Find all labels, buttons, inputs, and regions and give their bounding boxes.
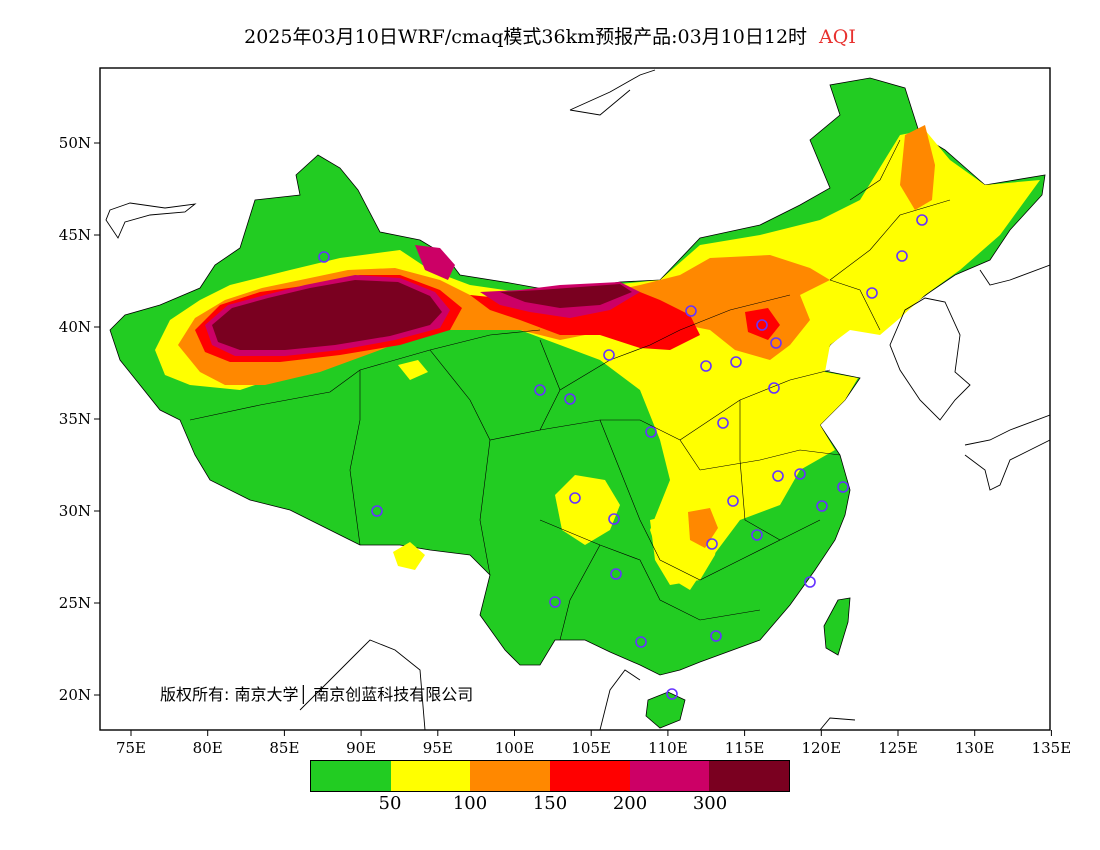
legend-swatch [550,761,630,791]
station-haikou [666,688,678,700]
longitude-axis: 75E 80E 85E 90E 95E 100E 105E 110E 115E 120E 125E 1… [116,730,1071,757]
lat-tick-label: 45N [59,226,91,244]
station-zhengzhou [717,417,729,429]
station-chongqing [608,513,620,525]
station-hohhot [685,305,697,317]
title-text: 2025年03月10日WRF/cmaq模式36km预报产品:03月10日12时 [244,26,808,48]
station-nanning [635,636,647,648]
station-urumqi [318,251,330,263]
unhealthy-zone-beijing [745,308,780,340]
station-jinan [768,382,780,394]
station-guiyang [610,568,622,580]
station-guangzhou [710,630,722,642]
usg-zone-hunan [688,508,718,548]
lon-tick-label: 130E [955,739,995,757]
station-hangzhou [816,500,828,512]
station-wuhan [727,495,739,507]
legend-swatch [629,761,710,791]
map-frame [99,67,1051,731]
taiwan-island [823,597,851,656]
station-changchun [896,250,908,262]
lon-tick-label: 120E [802,739,842,757]
station-hefei [772,470,784,482]
map-content [105,69,1050,730]
station-fuzhou [804,576,816,588]
lon-tick-label: 85E [269,739,299,757]
lat-tick-label: 30N [59,502,91,520]
station-xining [534,384,546,396]
lon-tick-label: 95E [423,739,453,757]
station-tianjin [770,337,782,349]
lon-tick-label: 115E [725,739,765,757]
very-unhealthy-zone-north [415,245,455,280]
usg-zone-northeast [900,125,935,210]
moderate-zone-qinghai [398,360,428,380]
station-beijing [756,319,768,331]
lon-tick-label: 100E [495,739,535,757]
station-shenyang [866,287,878,299]
copyright-notice: 版权所有: 南京大学│ 南京创蓝科技有限公司 [160,685,474,704]
station-harbin [916,214,928,226]
station-kunming [549,596,561,608]
legend-swatch [311,761,391,791]
lon-tick-label: 75E [116,739,146,757]
latitude-axis: 50N 45N 40N 35N 30N 25N 20N [59,134,100,704]
lat-tick-label: 50N [59,134,91,152]
legend-label: 200 [612,793,648,814]
lat-tick-label: 35N [59,410,91,428]
station-nanjing [794,468,806,480]
legend-labels: 50 100 150 200 300 [310,793,790,817]
hazardous-zone-alxa [500,284,632,308]
station-shanghai [837,481,849,493]
hainan-island [645,691,686,729]
station-lhasa [371,505,383,517]
station-shijiazhuang [730,356,742,368]
moderate-zone-sichuan [555,475,620,545]
lon-tick-label: 105E [571,739,611,757]
map-title: 2025年03月10日WRF/cmaq模式36km预报产品:03月10日12时 A… [0,22,1100,49]
province-borders [189,139,951,641]
lon-tick-label: 90E [346,739,376,757]
lon-tick-label: 110E [648,739,688,757]
lon-tick-label: 125E [878,739,918,757]
legend-label: 100 [452,793,488,814]
station-chengdu [569,492,581,504]
station-xian [645,426,657,438]
lat-tick-label: 40N [59,318,91,336]
legend-label: 300 [692,793,728,814]
hazardous-zone-taklamakan [212,280,442,350]
legend-label: 50 [378,793,402,814]
legend-swatch [470,761,551,791]
station-nanchang [751,529,763,541]
lon-tick-label: 135E [1032,739,1072,757]
moderate-zone-tibet [393,542,425,570]
neighbor-coastlines [105,69,1050,730]
legend-swatch [390,761,471,791]
station-taiyuan [700,360,712,372]
station-yinchuan [603,349,615,361]
lat-tick-label: 25N [59,594,91,612]
moderate-zone-northwest [155,130,1040,590]
aqi-color-legend [310,760,790,792]
legend-label: 150 [532,793,568,814]
title-variable: AQI [819,26,856,48]
lon-tick-label: 80E [193,739,223,757]
legend-swatch [709,761,790,791]
lat-tick-label: 20N [59,686,91,704]
station-changsha [706,538,718,550]
station-markers [318,214,928,700]
station-lanzhou [564,393,576,405]
